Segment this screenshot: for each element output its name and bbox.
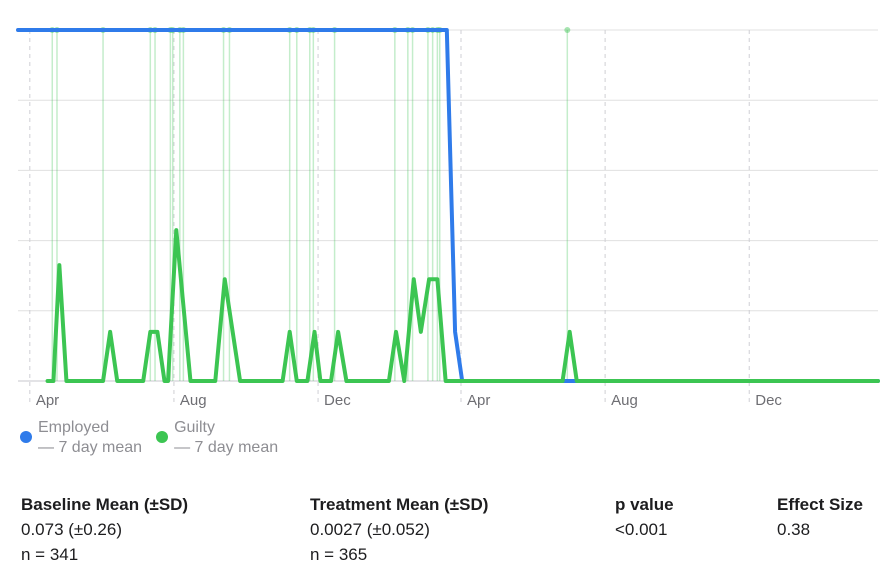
stats-header: Baseline Mean (±SD): [21, 495, 189, 514]
stats-column: Treatment Mean (±SD) 0.0027 (±0.052) n = 3…: [310, 493, 488, 567]
stats-value: <0.001: [615, 520, 668, 539]
event-dot: [564, 27, 571, 33]
legend: Employed — 7 day mean Guilty — 7 day mean: [20, 418, 278, 458]
x-tick-label: Apr: [36, 392, 59, 409]
stats-column: Baseline Mean (±SD) 0.073 (±0.26) n = 341: [21, 493, 188, 567]
legend-swatch: [20, 431, 32, 443]
x-tick-label: Apr: [467, 392, 490, 409]
series-line: [45, 228, 880, 383]
chart: Apr Aug Dec Apr Aug Dec: [16, 27, 880, 409]
legend-item: Guilty — 7 day mean: [156, 418, 278, 458]
legend-label: Guilty — 7 day mean: [174, 419, 279, 456]
stats-value: 0.073 (±0.26): [21, 520, 123, 539]
stats-header: Treatment Mean (±SD): [310, 495, 489, 514]
stats-value: 0.0027 (±0.052): [310, 520, 430, 539]
stats-column: Effect Size 0.38: [777, 493, 863, 542]
stats-value: 0.38: [777, 520, 811, 539]
stats-value: n = 365: [310, 545, 368, 564]
stats-column: p value <0.001: [615, 493, 674, 542]
x-tick-label: Aug: [180, 392, 207, 409]
x-tick-label: Dec: [755, 392, 782, 409]
legend-item: Employed — 7 day mean: [20, 418, 142, 458]
legend-swatch: [156, 431, 169, 443]
stats-header: p value: [615, 495, 674, 514]
stats-table: Baseline Mean (±SD) 0.073 (±0.26) n = 341 T…: [0, 493, 896, 573]
x-tick-label: Aug: [611, 392, 638, 409]
stats-header: Effect Size: [777, 495, 863, 514]
legend-label: Employed — 7 day mean: [38, 419, 143, 456]
x-tick-label: Dec: [324, 392, 351, 409]
stats-value: n = 341: [21, 545, 79, 564]
